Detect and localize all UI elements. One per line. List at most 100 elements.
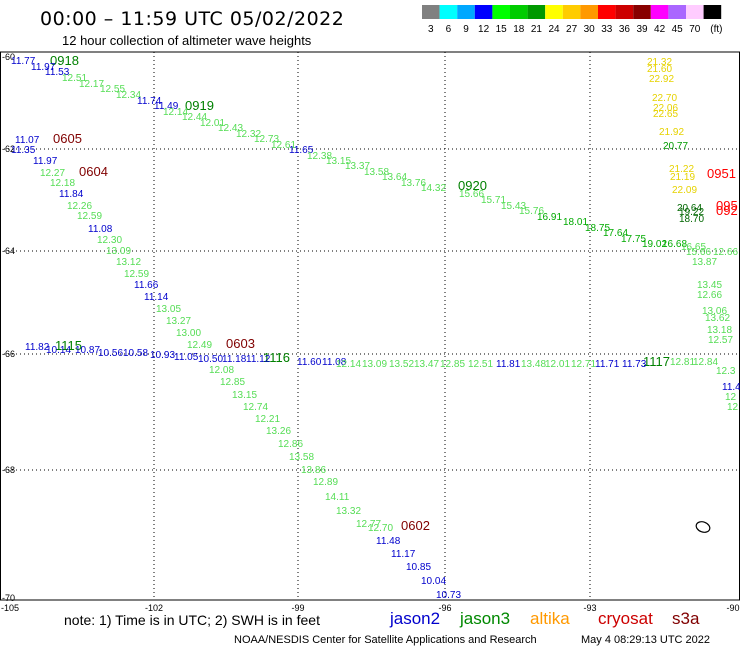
color-scale-legend: 3 6 9 12 15 18 21 24 27 30 33 36 39 42 45 70 (ft) (422, 5, 723, 35)
wave-height-value: 18.70 (679, 214, 704, 225)
wave-height-value: 12.18 (50, 178, 75, 189)
pass-time-label: 0920 (458, 178, 487, 193)
satellite-cryosat-label: cryosat (598, 609, 653, 628)
lat-tick-label: -68 (2, 465, 15, 475)
wave-height-value: 12.49 (187, 340, 212, 351)
wave-height-value: 11.48 (376, 536, 401, 547)
wave-height-value: 12.32 (236, 129, 261, 140)
scale-label: 3 (428, 24, 434, 35)
wave-height-value: 21.19 (670, 172, 695, 183)
wave-height-value: 21.22 (669, 164, 694, 175)
wave-height-value: 10.14 (46, 345, 71, 356)
scale-swatch (422, 5, 440, 19)
pass-time-label: 1117 (643, 354, 670, 369)
wave-height-value: 13.37 (345, 161, 370, 172)
wave-height-value: 13.09 (362, 359, 387, 370)
scale-label: 15 (496, 24, 508, 35)
footer-timestamp: May 4 08:29:13 UTC 2022 (581, 634, 711, 646)
wave-height-value: 12.3 (716, 366, 736, 377)
wave-height-value: 12.59 (124, 269, 149, 280)
scale-label: 45 (672, 24, 684, 35)
wave-height-value: 12.66 (713, 247, 738, 258)
scale-label: 12 (478, 24, 490, 35)
wave-height-value: 12.08 (209, 365, 234, 376)
wave-height-value: 17.75 (621, 234, 646, 245)
wave-height-value: 12.21 (255, 414, 280, 425)
lat-tick-label: -62 (2, 144, 15, 154)
wave-height-value: 12.66 (697, 290, 722, 301)
wave-height-value: 11.82 (25, 342, 50, 353)
wave-height-value: 13.00 (176, 328, 201, 339)
wave-height-value: 10.73 (436, 590, 461, 601)
wave-height-value: 11.73 (622, 359, 647, 370)
scale-swatch (615, 5, 634, 19)
wave-height-value: 12.85 (440, 359, 465, 370)
scale-swatch (562, 5, 581, 19)
wave-height-value: 12.77 (356, 519, 381, 530)
wave-height-value: 11.07 (15, 135, 40, 146)
wave-height-value: 11.17 (391, 549, 416, 560)
wave-height-value: 12 (727, 402, 739, 413)
wave-height-value: 11.97 (31, 62, 56, 73)
wave-height-value: 11.84 (59, 189, 84, 200)
wave-height-value: 12.84 (693, 357, 718, 368)
scale-swatch (686, 5, 704, 19)
scale-swatch (580, 5, 598, 19)
wave-height-value: 12.70 (368, 523, 393, 534)
lat-tick-label: -60 (2, 52, 15, 62)
scale-label: 21 (531, 24, 543, 35)
wave-height-value: 11.60 (297, 357, 322, 368)
scale-swatch (457, 5, 475, 19)
scale-swatch (492, 5, 510, 19)
wave-height-value: 12 (725, 392, 737, 403)
scale-label: 9 (463, 24, 469, 35)
lon-tick-label: -93 (583, 603, 596, 613)
wave-height-value: 13.15 (232, 390, 257, 401)
wave-height-value: 14.32 (421, 183, 446, 194)
wave-height-value: 13.05 (156, 304, 181, 315)
wave-height-value: 12.55 (100, 84, 125, 95)
wave-height-value: 15.76 (519, 206, 544, 217)
wave-height-value: 15.66 (459, 189, 484, 200)
wave-height-value: 21.92 (659, 127, 684, 138)
wave-height-value: 21.60 (647, 64, 672, 75)
scale-label: 36 (619, 24, 631, 35)
scale-swatch (439, 5, 458, 19)
wave-height-value: 16.65 (681, 242, 706, 253)
wave-height-value: 11.08 (88, 224, 113, 235)
wave-height-value: 10.04 (421, 576, 446, 587)
scale-label: 30 (584, 24, 596, 35)
wave-height-value: 13.47 (414, 359, 439, 370)
wave-height-value: 13.62 (705, 313, 730, 324)
lon-tick-label: -90 (726, 603, 739, 613)
pass-time-label: 0603 (226, 336, 255, 351)
satellite-jason2-label: jason2 (390, 609, 441, 628)
wave-height-value: 12.26 (67, 201, 92, 212)
wave-height-value: 12.14 (163, 107, 188, 118)
footer-credit: NOAA/NESDIS Center for Satellite Applica… (234, 634, 537, 646)
wave-height-value: 11.66 (134, 280, 159, 291)
wave-height-value: 13.58 (289, 452, 314, 463)
wave-height-value: 15.66 (686, 247, 711, 258)
scale-swatch (545, 5, 563, 19)
lat-tick-label: -66 (2, 349, 15, 359)
wave-height-value: 18.01 (563, 217, 588, 228)
wave-height-value: 13.48 (521, 359, 546, 370)
wave-height-value: 11.05 (174, 352, 199, 363)
pass-time-label: 1116 (263, 350, 290, 365)
wave-height-value: 10.85 (406, 562, 431, 573)
wave-height-value: 19.02 (642, 239, 667, 250)
wave-height-value: 15.71 (481, 195, 506, 206)
pass-time-label: 0605 (53, 131, 82, 146)
scale-label: 24 (548, 24, 560, 35)
wave-height-value: 11.77 (11, 56, 36, 67)
wave-height-value: 12.61 (271, 140, 296, 151)
wave-height-value: 13.06 (702, 306, 727, 317)
wave-height-value: 11.74 (137, 96, 162, 107)
wave-height-value: 22.70 (652, 93, 677, 104)
wave-height-value: 12.27 (40, 168, 65, 179)
wave-height-value: 13.86 (301, 465, 326, 476)
lon-tick-label: -96 (438, 603, 451, 613)
scale-swatch (598, 5, 616, 19)
